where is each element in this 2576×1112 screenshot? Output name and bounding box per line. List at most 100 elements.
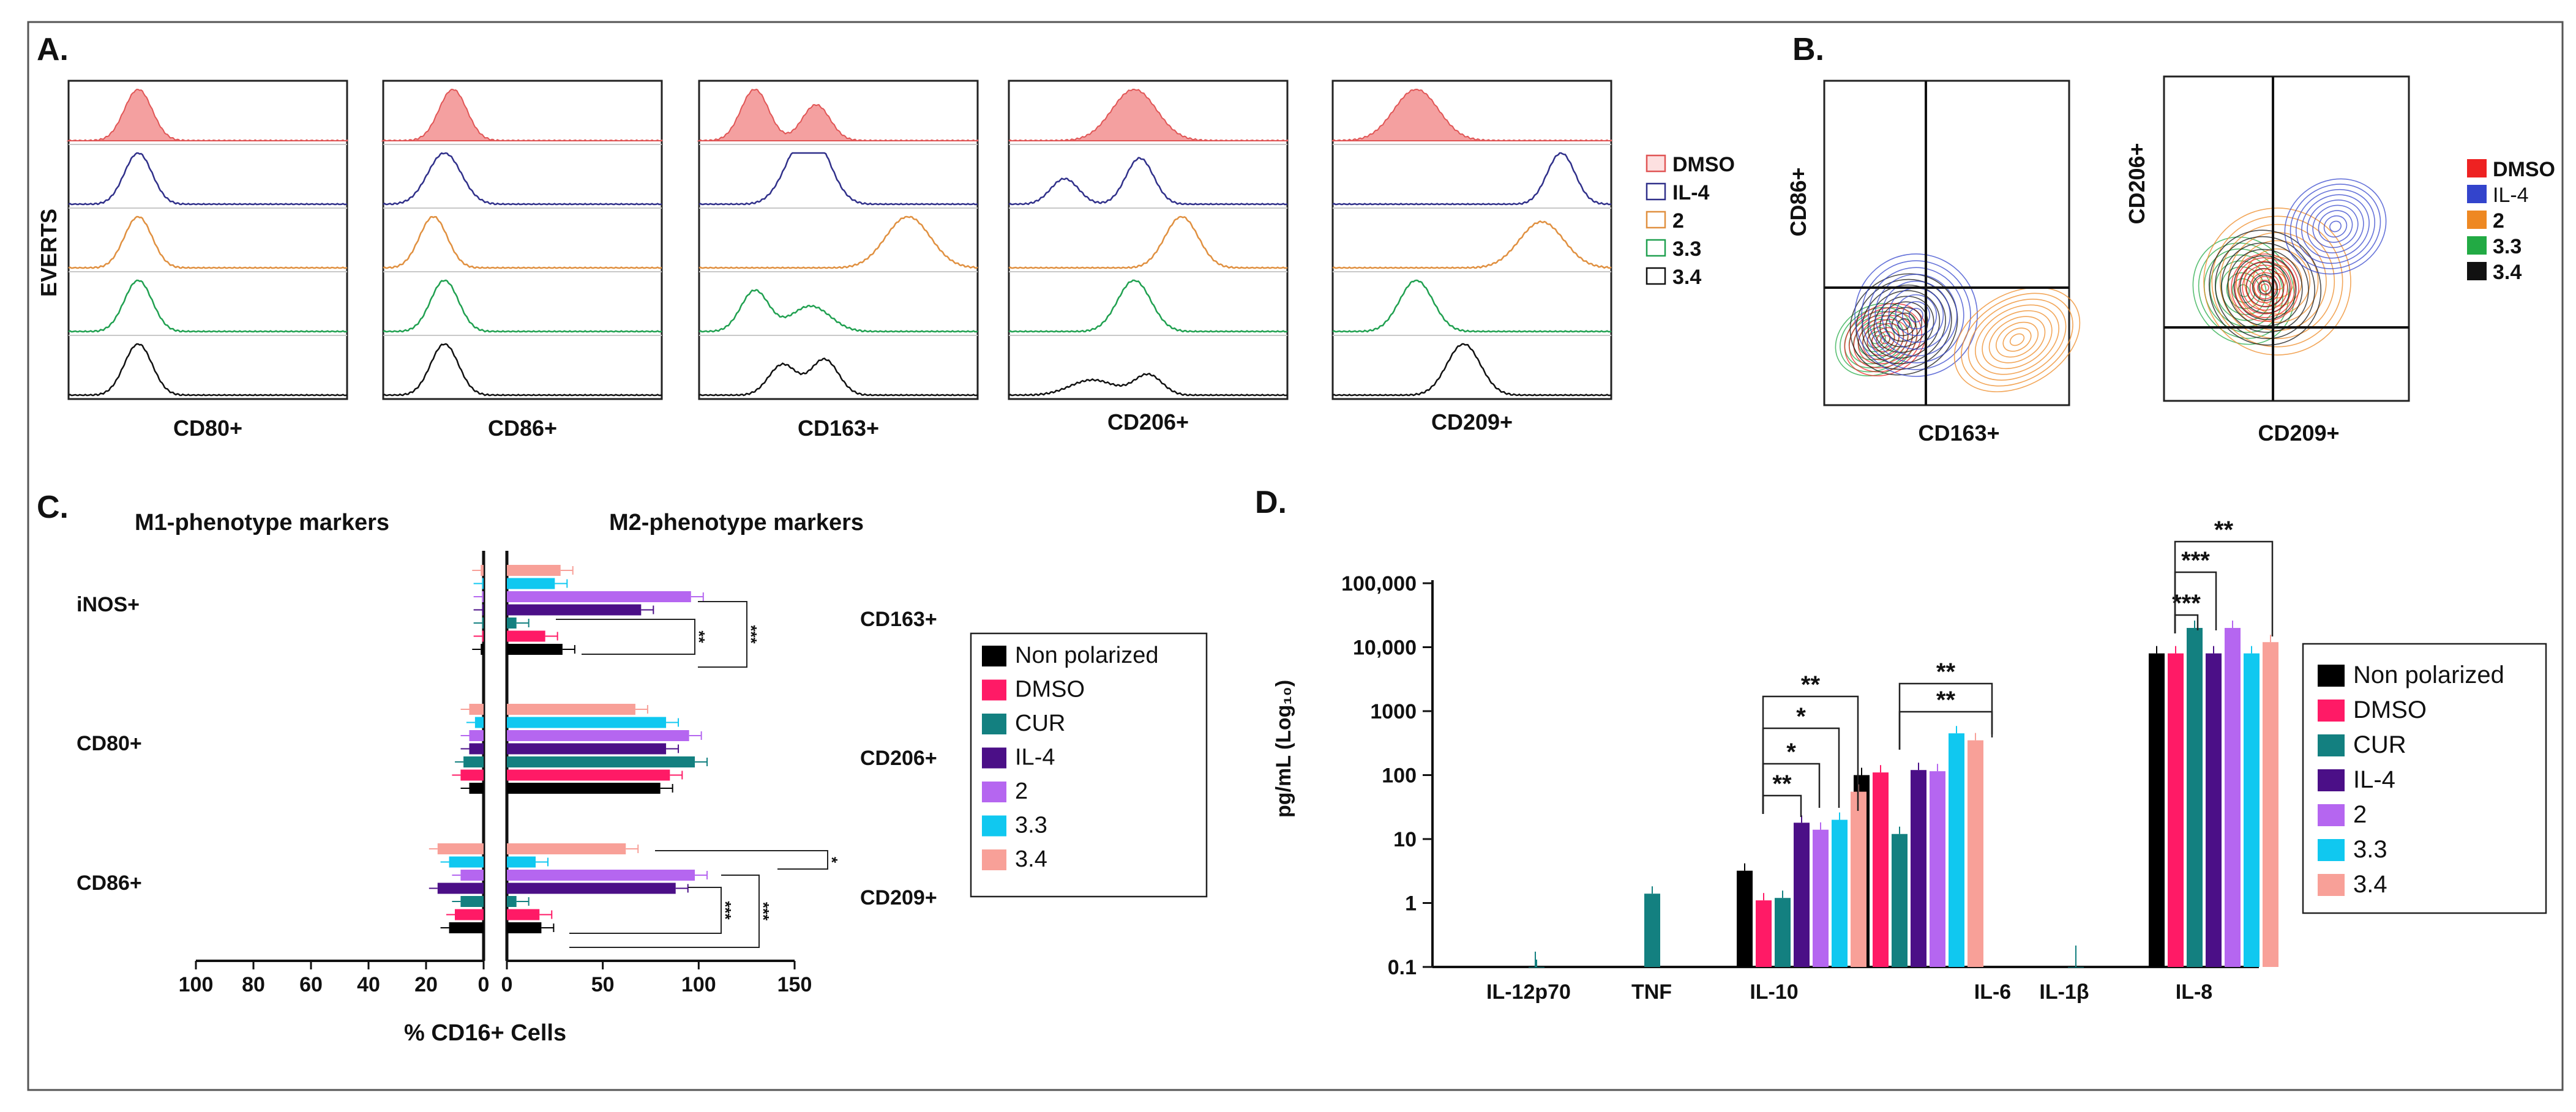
bar <box>1911 770 1926 967</box>
legend-swatch <box>982 815 1006 837</box>
histogram-curve <box>1332 220 1612 269</box>
panel-d-label: D. <box>1255 485 1287 520</box>
bar-right <box>507 896 517 907</box>
histogram-curve-dmso <box>1332 88 1612 142</box>
contour-ring <box>2258 280 2272 295</box>
y-tick-label: 0.1 <box>1388 956 1417 979</box>
y-tick-label: 10,000 <box>1353 636 1417 660</box>
contour-ring <box>2238 261 2292 315</box>
bar <box>1794 823 1810 967</box>
histogram-curve <box>698 215 978 269</box>
histogram-curve <box>1008 157 1288 206</box>
contour-ring <box>2284 178 2387 275</box>
panel-c-legend <box>970 632 1208 898</box>
x-tick-label: 150 <box>777 973 812 996</box>
histogram-curve <box>68 215 348 269</box>
bar-left <box>474 717 484 728</box>
legend-label: 2 <box>1015 778 1028 804</box>
histogram-curve <box>68 343 348 397</box>
bar <box>2263 642 2278 967</box>
histogram-frame <box>1008 80 1289 400</box>
y-tick-label: 100 <box>1382 764 1417 788</box>
bar-right <box>507 618 517 629</box>
bar-right <box>507 604 642 616</box>
x-tick-label: 100 <box>179 973 214 996</box>
legend-label: IL-4 <box>2353 766 2395 793</box>
bar-left <box>482 591 484 602</box>
significance-label: * <box>1796 703 1806 730</box>
significance-label: * <box>1786 739 1796 766</box>
bar-right <box>507 922 542 933</box>
bar <box>2187 628 2203 967</box>
significance-label: ** <box>1936 659 1956 685</box>
bar-left <box>469 730 484 741</box>
bar <box>1892 834 1908 967</box>
histogram-xlabel: CD86+ <box>488 416 557 441</box>
bar-left <box>449 856 484 868</box>
contour-ring <box>2242 264 2288 311</box>
contour-ring <box>1909 308 1923 323</box>
significance-label: * <box>823 857 841 864</box>
panel-a-yaxis-label: EVERTS <box>36 209 61 297</box>
contour-ring <box>1862 284 1946 365</box>
significance-bracket <box>569 875 760 948</box>
significance-label: *** <box>2181 547 2210 574</box>
bar <box>1873 772 1889 967</box>
legend-label: Non polarized <box>2353 662 2504 688</box>
significance-label: ** <box>1772 771 1792 797</box>
legend-label: 3.3 <box>1015 813 1047 838</box>
legend-label: 3.4 <box>1672 266 1701 289</box>
bar-right <box>507 883 676 894</box>
right-category-label: CD163+ <box>860 608 937 631</box>
contour-ring <box>1853 311 1918 368</box>
x-tick-label: 100 <box>681 973 716 996</box>
contour-ring <box>1849 273 1958 376</box>
significance-label: ** <box>2214 517 2234 543</box>
contour-ring <box>2261 283 2269 292</box>
significance-bracket <box>655 850 828 870</box>
panel-c-chart: 100 80 60 40 20 0 0 50 100 150 iNOS+ CD163+ CD80+ CD2… <box>77 551 1208 996</box>
bar <box>2206 653 2222 967</box>
contour-ring <box>2253 275 2277 300</box>
histogram-curve <box>1008 279 1288 333</box>
contour-ring <box>2211 215 2343 348</box>
histogram-xlabel: CD80+ <box>173 416 242 441</box>
bar-right <box>507 730 689 741</box>
contour-ring <box>2318 210 2353 243</box>
significance-label: ** <box>1801 671 1821 698</box>
histogram-curve <box>1332 152 1612 206</box>
bar <box>1756 900 1772 967</box>
legend-label: 3.3 <box>2353 836 2387 863</box>
histogram-curve <box>698 152 978 206</box>
significance-label: ** <box>1936 687 1956 714</box>
significance-bracket <box>1762 794 1802 817</box>
contour-xlabel: CD209+ <box>2258 420 2339 446</box>
legend-swatch <box>982 646 1006 666</box>
contour-ring <box>2301 194 2370 259</box>
panel-d-chart: 0.1 1 10 100 1000 10,000 100,000 IL-12p70 TNF IL-… <box>1341 517 2547 1004</box>
histogram-curve-dmso <box>697 88 978 142</box>
bar <box>1644 894 1660 967</box>
bar-left <box>469 783 484 794</box>
contour-ring <box>2009 333 2025 346</box>
x-category-label: IL-1β <box>2039 980 2089 1004</box>
significance-bracket <box>2174 540 2274 636</box>
bar-left <box>449 922 484 933</box>
legend-swatch <box>1646 211 1666 229</box>
histogram-curve <box>1332 343 1612 397</box>
contour-ring <box>2257 279 2274 296</box>
legend-label: 3.4 <box>1015 846 1047 872</box>
legend-swatch <box>1646 267 1666 285</box>
panel-c-right-title: M2-phenotype markers <box>609 510 864 535</box>
x-category-label: TNF <box>1631 980 1672 1004</box>
bar-right <box>507 644 563 655</box>
contour-ring <box>2219 223 2335 340</box>
histogram-curve <box>1008 373 1288 397</box>
bar-right <box>507 769 670 781</box>
contour-ring <box>2233 255 2297 320</box>
bar-right <box>507 630 545 642</box>
y-tick-label: 1 <box>1405 892 1417 916</box>
contour-ylabel: CD86+ <box>1786 167 1811 236</box>
histogram-curve <box>698 357 978 397</box>
